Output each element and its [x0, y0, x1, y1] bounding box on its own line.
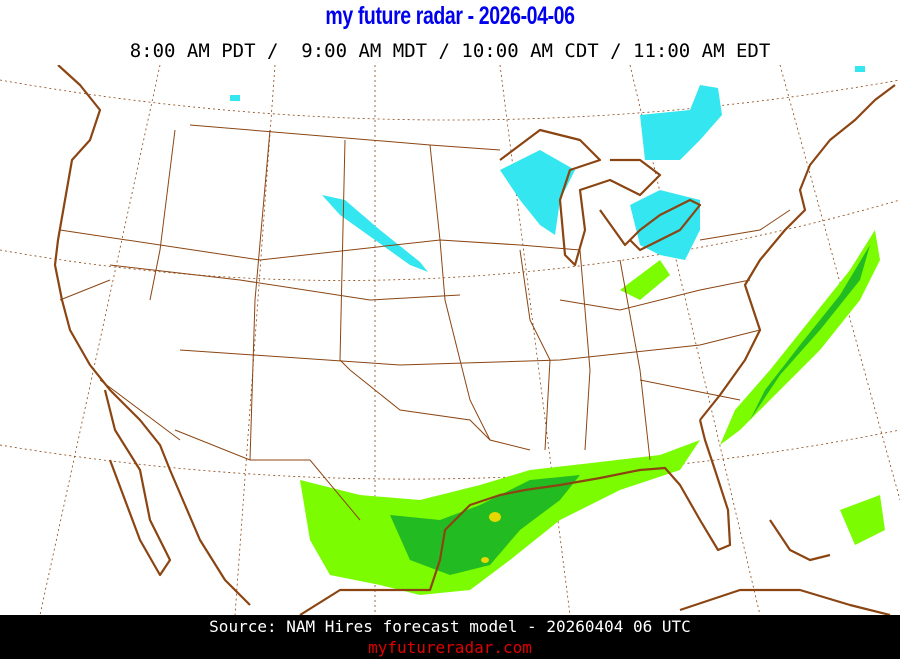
rain-heavy-cell: [489, 512, 501, 522]
snow-ontario-quebec: [640, 85, 722, 160]
graticule: [0, 65, 900, 615]
state-border: [429, 144, 491, 441]
state-border: [699, 209, 791, 241]
state-border: [519, 249, 551, 451]
latitude-line: [0, 429, 900, 480]
gulf-coast: [299, 419, 732, 615]
rain-caribbean: [840, 495, 885, 545]
valid-time-line: 8:00 AM PDT / 9:00 AM MDT / 10:00 AM CDT…: [129, 40, 771, 62]
source-credit: Source: NAM Hires forecast model - 20260…: [209, 617, 691, 636]
state-border: [59, 229, 581, 261]
radar-rain: [300, 230, 885, 595]
state-border: [149, 129, 176, 301]
borders: [59, 124, 791, 521]
snow-upper-midwest: [500, 150, 575, 235]
atlantic-coast: [699, 84, 896, 421]
state-border: [59, 279, 111, 301]
radar-snow: [230, 66, 865, 272]
cuba: [679, 588, 891, 615]
snow-speck: [230, 95, 240, 101]
state-border: [579, 249, 591, 451]
rain-heavy-cell: [481, 557, 489, 563]
snow-great-lakes: [630, 190, 700, 260]
great-lakes: [499, 128, 702, 267]
state-border: [174, 429, 361, 521]
latitude-line: [0, 79, 900, 121]
pacific-coast: [53, 65, 251, 606]
state-border: [339, 139, 351, 371]
page-title: my future radar - 2026-04-06: [325, 2, 575, 30]
rain-atlantic-band: [720, 230, 880, 445]
state-border: [639, 379, 741, 401]
state-border: [249, 129, 271, 461]
state-border: [179, 329, 761, 366]
baja-california: [103, 389, 172, 577]
coastlines: [53, 65, 896, 615]
longitude-line: [39, 65, 161, 615]
snow-band-dakotas: [322, 195, 428, 272]
longitude-line: [234, 65, 276, 615]
rain-ohio-valley: [620, 260, 670, 300]
bahamas: [769, 519, 831, 562]
radar-map: [0, 65, 900, 615]
website-link[interactable]: myfutureradar.com: [368, 638, 532, 657]
rain-atlantic-core: [750, 245, 870, 420]
state-border: [99, 379, 181, 441]
snow-speck: [855, 66, 865, 72]
state-border: [559, 279, 751, 311]
state-border: [349, 369, 531, 451]
state-border: [619, 259, 651, 461]
latitude-line: [0, 199, 900, 281]
footer: Source: NAM Hires forecast model - 20260…: [0, 615, 900, 659]
rain-gulf-core: [390, 475, 580, 575]
state-border: [109, 264, 461, 301]
longitude-line: [629, 65, 761, 615]
